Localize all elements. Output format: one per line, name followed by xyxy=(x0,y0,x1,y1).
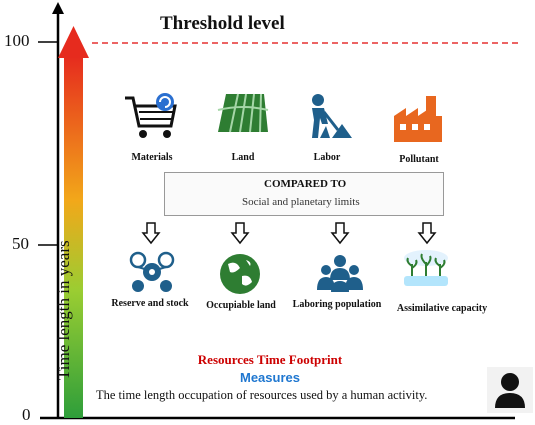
measure-label-population: Laboring population xyxy=(292,299,382,310)
time-gradient-arrowhead xyxy=(58,26,89,58)
time-gradient-bar xyxy=(64,56,83,418)
measure-label-reserve: Reserve and stock xyxy=(111,298,189,309)
down-arrow-icon xyxy=(230,222,250,245)
measure-label-assimilative: Assimilative capacity xyxy=(396,303,488,314)
down-arrow-icon xyxy=(330,222,350,245)
comparison-subtitle: Social and planetary limits xyxy=(242,196,360,208)
resource-label-materials: Materials xyxy=(131,152,173,163)
threshold-title: Threshold level xyxy=(160,13,285,34)
plants-tray-icon xyxy=(404,250,448,286)
tick-label-50: 50 xyxy=(12,234,29,253)
y-axis-label: Time length in years xyxy=(54,240,73,380)
worker-shoveling-icon xyxy=(312,94,352,138)
comparison-box xyxy=(164,172,444,216)
factory-icon xyxy=(394,96,442,142)
tick-label-0: 0 xyxy=(22,405,31,424)
shopping-cart-icon xyxy=(125,93,177,138)
y-axis-arrowhead xyxy=(52,2,64,14)
tick-label-100: 100 xyxy=(4,31,30,50)
person-icon xyxy=(495,373,525,408)
footer-description: The time length occupation of resources … xyxy=(96,388,428,402)
people-group-icon xyxy=(317,255,363,292)
down-arrow-icon xyxy=(141,222,161,245)
measure-label-land: Occupiable land xyxy=(206,300,276,311)
resource-label-labor: Labor xyxy=(313,152,341,163)
gear-network-icon xyxy=(129,251,175,292)
comparison-title: COMPARED TO xyxy=(264,178,347,190)
down-arrow-icon xyxy=(417,222,437,245)
resource-label-land: Land xyxy=(231,152,255,163)
resource-label-pollutant: Pollutant xyxy=(399,154,439,165)
footer-title: Resources Time Footprint xyxy=(197,352,343,367)
globe-icon xyxy=(220,254,260,294)
farmland-icon xyxy=(217,93,269,133)
footer-subtitle: Measures xyxy=(240,370,300,385)
